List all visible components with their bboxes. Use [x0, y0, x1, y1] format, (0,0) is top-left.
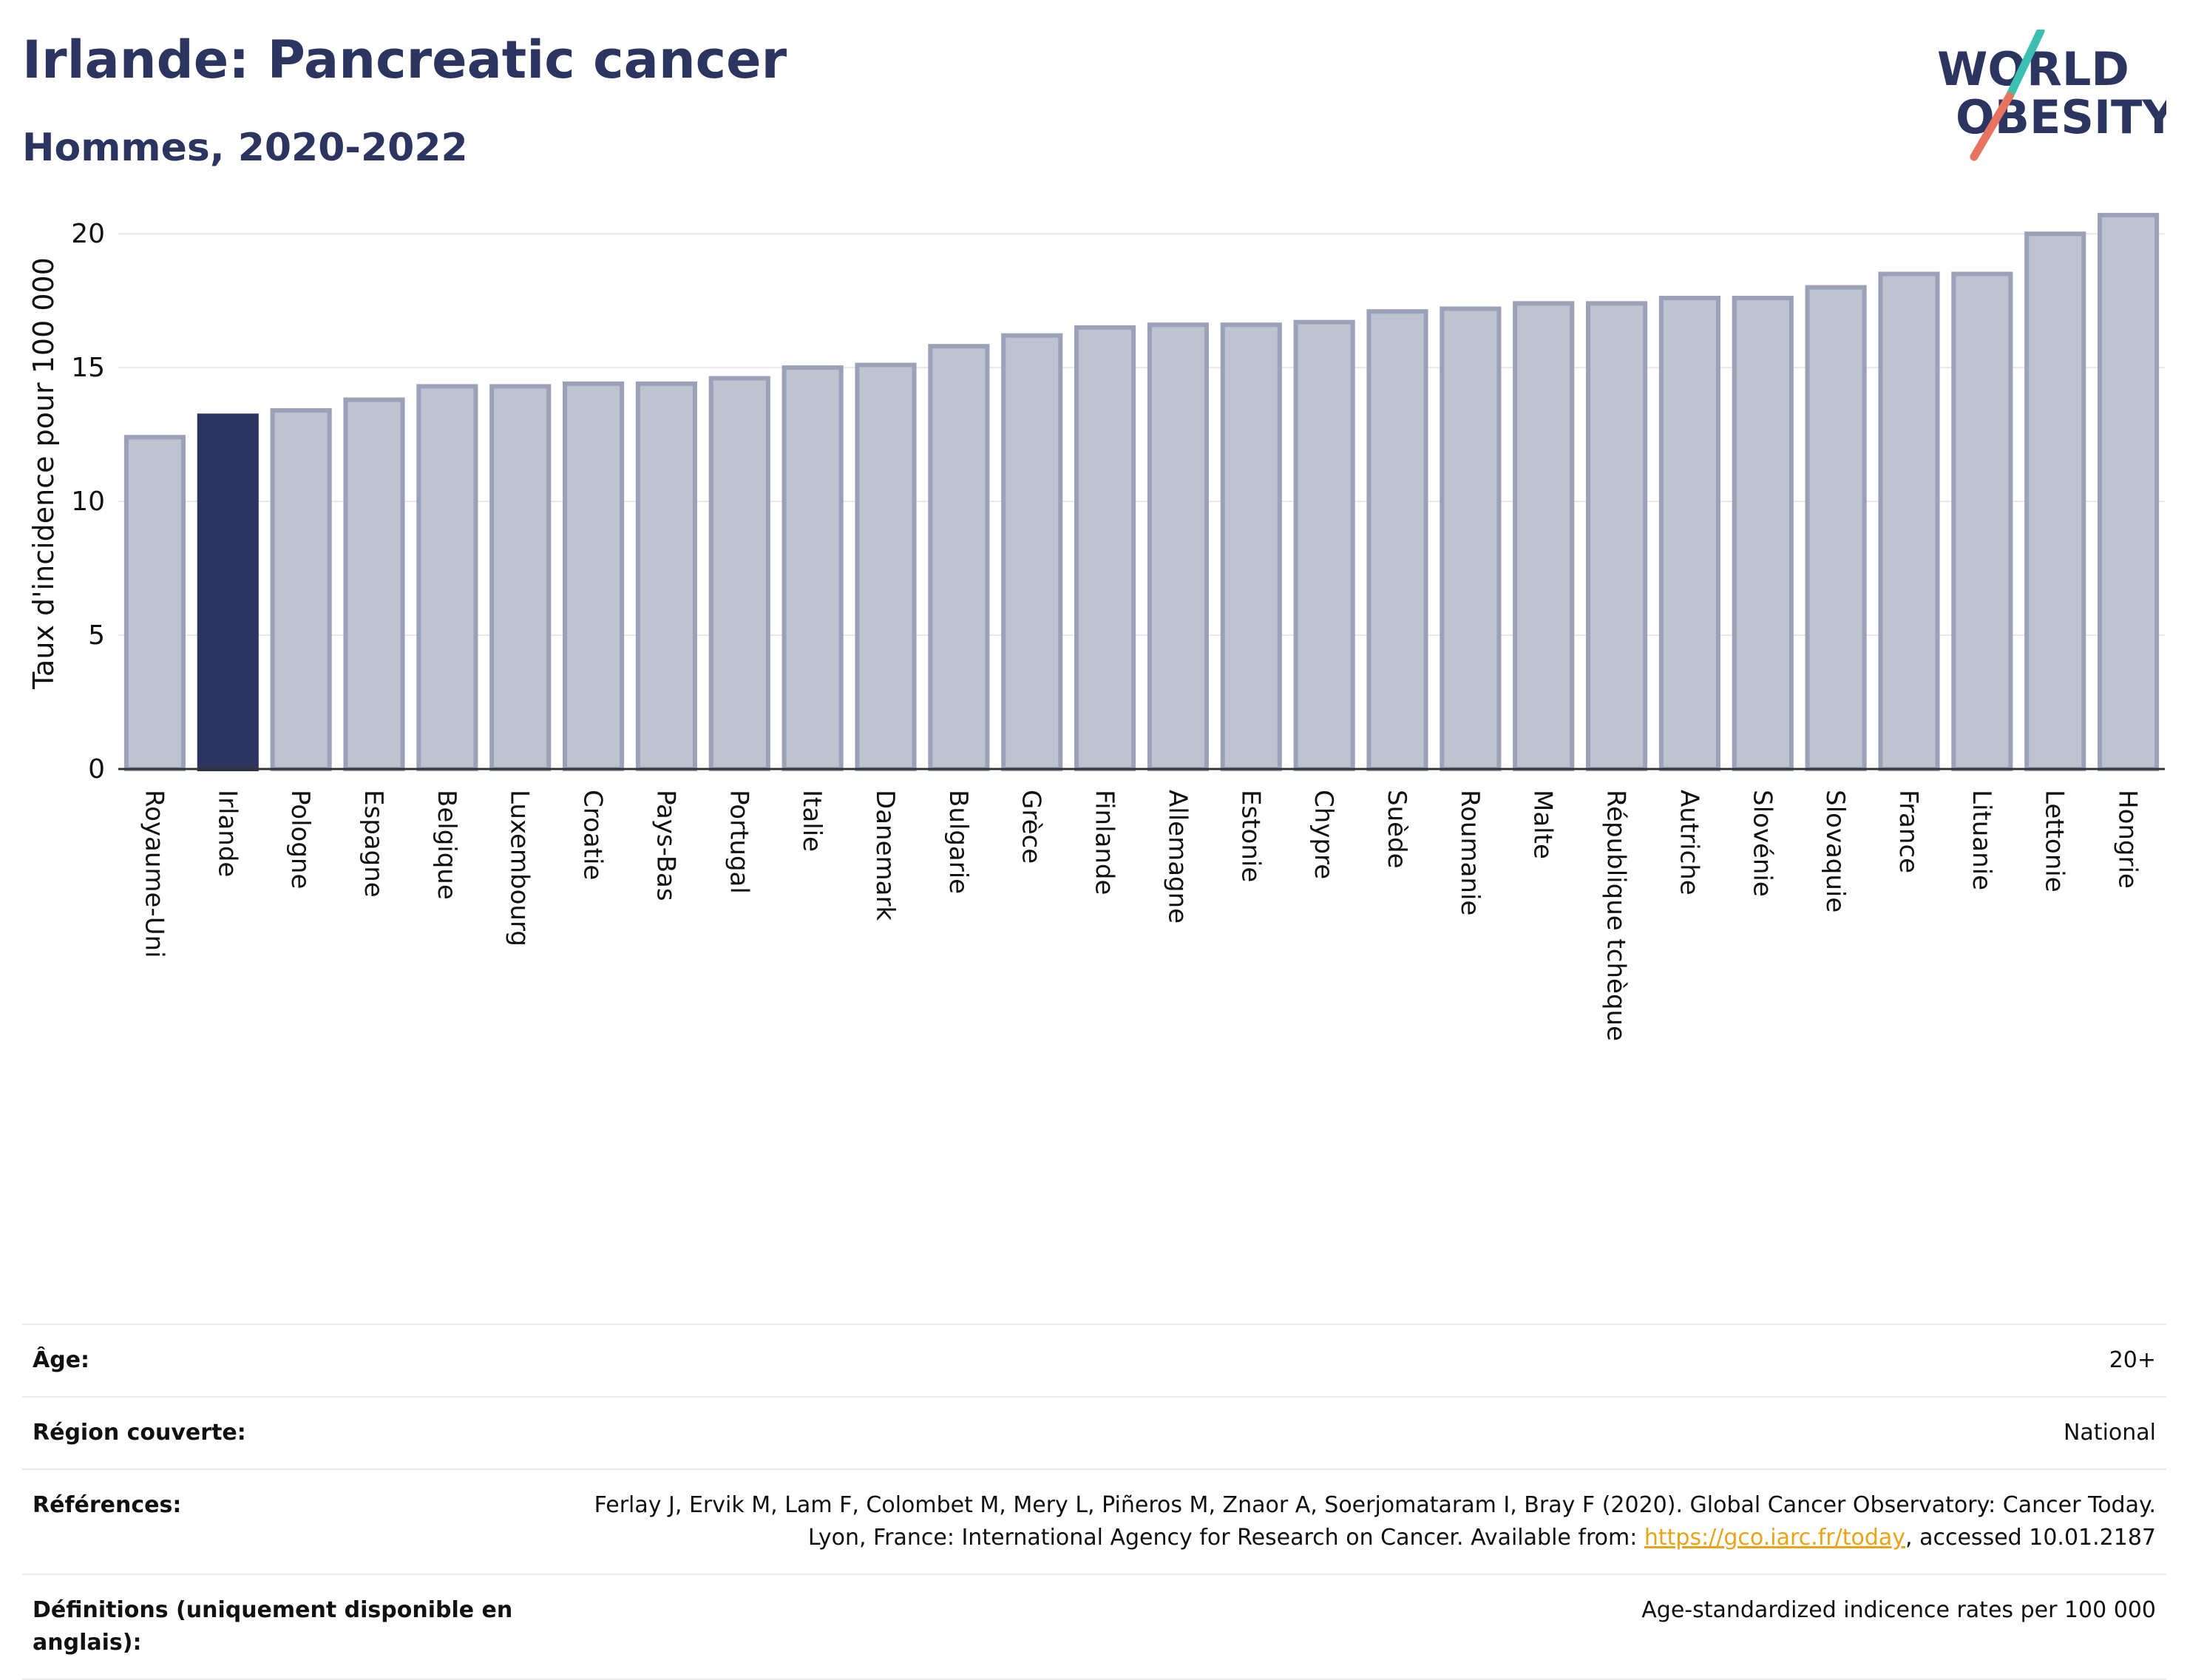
x-tick-label: Portugal — [724, 790, 753, 894]
bar-bulgarie — [928, 344, 990, 771]
bar-autriche — [1658, 296, 1720, 771]
info-row-references: Références: Ferlay J, Ervik M, Lam F, Co… — [22, 1469, 2166, 1574]
info-table: Âge: 20+ Région couverte: National Référ… — [22, 1324, 2166, 1680]
x-tick-label: République tchèque — [1601, 790, 1631, 1041]
references-link[interactable]: https://gco.iarc.fr/today — [1644, 1525, 1906, 1551]
x-tick-label: Espagne — [359, 790, 388, 898]
region-value: National — [2063, 1420, 2156, 1446]
bars — [123, 212, 2160, 772]
bar-slovénie — [1732, 296, 1794, 771]
x-tick-label: Finlande — [1090, 790, 1119, 895]
x-tick-label: France — [1893, 790, 1923, 873]
bar-slovaquie — [1805, 285, 1867, 772]
x-tick-label: Croatie — [578, 790, 608, 880]
x-tick-label: Lituanie — [1967, 790, 1996, 890]
region-label: Région couverte: — [33, 1420, 246, 1446]
bar-grèce — [1001, 333, 1063, 771]
bar-suède — [1366, 309, 1428, 771]
x-tick-label: Chypre — [1309, 790, 1338, 879]
age-label: Âge: — [33, 1347, 90, 1373]
world-obesity-logo: WORLD OBESITY — [1937, 30, 2166, 161]
y-tick-label: 10 — [71, 487, 105, 517]
logo-slash-coral — [1970, 92, 2014, 161]
bar-royaume-uni — [123, 435, 186, 771]
bar-hongrie — [2098, 212, 2160, 772]
references-accessed: , accessed 10.01.2187 — [1905, 1525, 2156, 1551]
page-title: Irlande: Pancreatic cancer — [22, 30, 787, 90]
category-labels: Royaume-Uni Irlande Pologne Espagne Belgique… — [139, 790, 2142, 1041]
bar-pays-bas — [635, 381, 697, 771]
x-tick-label: Pologne — [285, 790, 315, 889]
x-tick-label: Luxembourg — [505, 790, 535, 946]
bar-italie — [781, 365, 844, 771]
y-tick-label: 0 — [88, 754, 105, 785]
y-tick-label: 15 — [71, 353, 105, 383]
x-tick-label: Danemark — [870, 790, 900, 921]
age-value: 20+ — [2109, 1347, 2156, 1373]
bar-pologne — [270, 408, 332, 771]
bar-france — [1878, 271, 1940, 771]
bar-chypre — [1293, 319, 1355, 772]
x-tick-label: Roumanie — [1455, 790, 1485, 915]
x-tick-label: Malte — [1528, 790, 1558, 859]
definitions-value: Age-standardized indicence rates per 100… — [1641, 1597, 2156, 1623]
bar-danemark — [855, 362, 917, 771]
x-tick-label: Slovénie — [1747, 790, 1777, 897]
bar-finlande — [1074, 325, 1136, 772]
info-row-definitions: Définitions (uniquement disponible en an… — [22, 1574, 2166, 1680]
y-tick-label: 5 — [88, 620, 105, 651]
bar-croatie — [563, 381, 625, 771]
bar-belgique — [416, 384, 478, 771]
bar-lettonie — [2024, 231, 2086, 771]
bar-malte — [1513, 301, 1575, 771]
x-tick-label: Royaume-Uni — [139, 790, 169, 958]
references-value: Ferlay J, Ervik M, Lam F, Colombet M, Me… — [566, 1489, 2156, 1554]
x-tick-label: Suède — [1382, 790, 1411, 869]
y-tick-label: 20 — [71, 219, 105, 249]
x-tick-label: Pays-Bas — [651, 790, 680, 901]
bar-chart: 0 5 10 15 20 Royaume-Uni Irlande Pologne Espagn… — [27, 212, 2165, 1041]
definitions-label: Définitions (uniquement disponible en an… — [33, 1597, 513, 1656]
references-text: Ferlay J, Ervik M, Lam F, Colombet M, Me… — [594, 1492, 2156, 1551]
bar-république-tchèque — [1586, 301, 1648, 771]
x-tick-label: Autriche — [1674, 790, 1703, 895]
info-row-age: Âge: 20+ — [22, 1324, 2166, 1396]
y-axis-ticks: 0 5 10 15 20 — [71, 219, 105, 785]
x-tick-label: Allemagne — [1162, 790, 1192, 924]
x-tick-label: Lettonie — [2040, 790, 2069, 892]
bar-espagne — [343, 397, 405, 771]
x-tick-label: Grèce — [1017, 790, 1046, 864]
logo-slash-teal — [2005, 30, 2045, 101]
bar-portugal — [708, 376, 770, 772]
y-axis-title: Taux d'incidence pour 100 000 — [27, 257, 60, 690]
x-tick-label: Belgique — [432, 790, 461, 900]
info-row-region: Région couverte: National — [22, 1396, 2166, 1469]
bar-luxembourg — [489, 384, 552, 771]
x-tick-label: Irlande — [212, 790, 242, 877]
page-subtitle: Hommes, 2020-2022 — [22, 126, 468, 170]
x-tick-label: Bulgarie — [943, 790, 973, 894]
x-tick-label: Estonie — [1235, 790, 1265, 882]
bar-roumanie — [1440, 306, 1502, 771]
x-tick-label: Italie — [797, 790, 827, 852]
x-tick-label: Slovaquie — [1820, 790, 1850, 912]
bar-lituanie — [1951, 271, 2013, 771]
bar-allemagne — [1147, 322, 1209, 771]
bar-estonie — [1220, 322, 1282, 771]
x-tick-label: Hongrie — [2113, 790, 2143, 889]
bar-irlande — [197, 413, 259, 771]
references-label: Références: — [33, 1492, 182, 1518]
